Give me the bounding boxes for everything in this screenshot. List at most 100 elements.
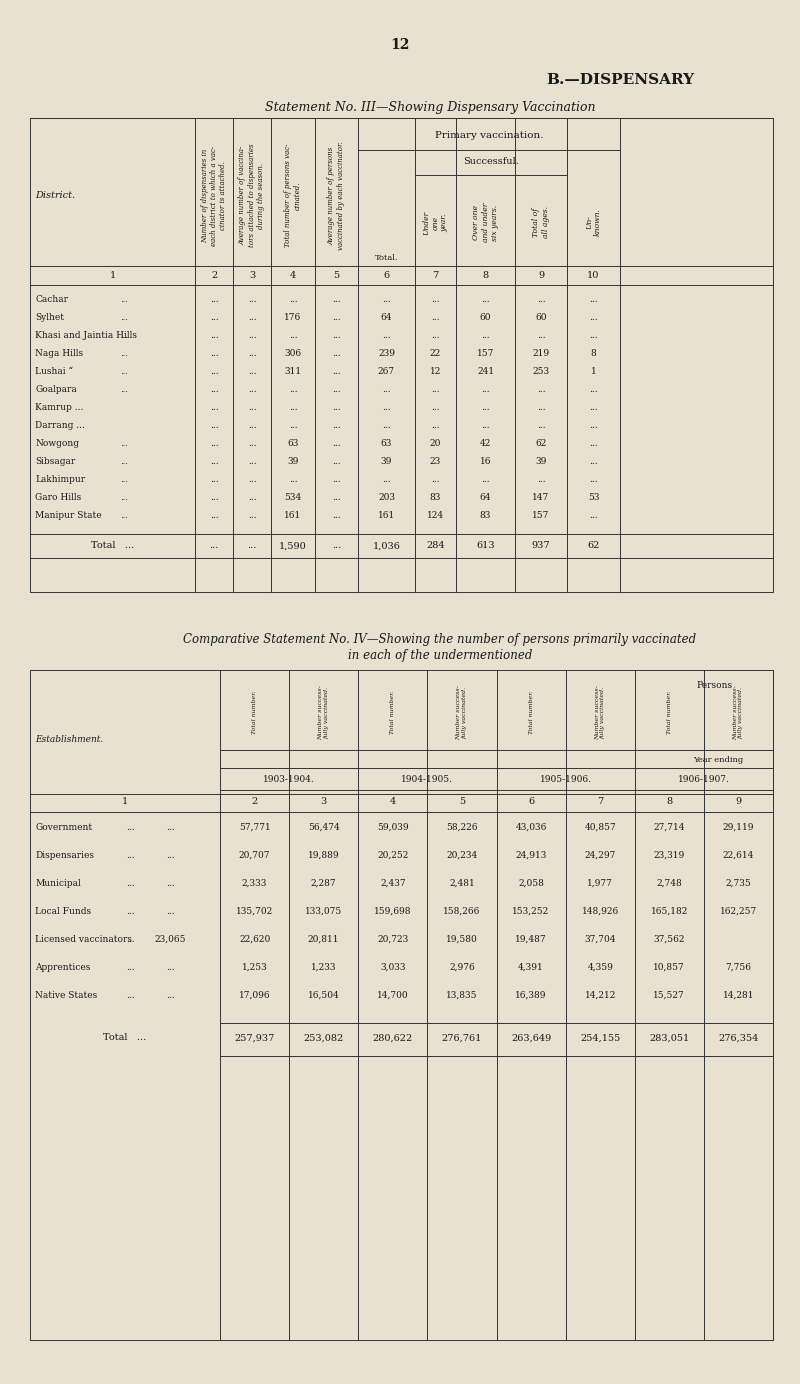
Text: ...: ... <box>537 422 546 430</box>
Text: 64: 64 <box>381 314 392 322</box>
Text: ...: ... <box>210 512 218 520</box>
Text: 64: 64 <box>480 494 491 502</box>
Text: Successful.: Successful. <box>463 158 519 166</box>
Text: ...: ... <box>332 368 341 376</box>
Text: Total number.: Total number. <box>390 691 395 735</box>
Text: 53: 53 <box>588 494 599 502</box>
Text: 23: 23 <box>430 458 441 466</box>
Text: ...: ... <box>537 386 546 394</box>
Text: ...: ... <box>120 512 128 520</box>
Text: ...: ... <box>332 440 341 448</box>
Text: ...: ... <box>210 422 218 430</box>
Text: 39: 39 <box>535 458 546 466</box>
Text: 1,253: 1,253 <box>242 962 267 972</box>
Text: 1: 1 <box>122 797 128 807</box>
Text: 22,620: 22,620 <box>239 934 270 944</box>
Text: Total number of persons vac-
cinated.: Total number of persons vac- cinated. <box>285 144 302 248</box>
Text: ...: ... <box>126 851 134 859</box>
Text: 7: 7 <box>432 270 438 280</box>
Text: Statement No. III—Showing Dispensary Vaccination: Statement No. III—Showing Dispensary Vac… <box>265 101 595 115</box>
Text: 239: 239 <box>378 350 395 358</box>
Text: ...: ... <box>589 422 598 430</box>
Text: 3,033: 3,033 <box>380 962 406 972</box>
Text: 306: 306 <box>285 350 302 358</box>
Text: 19,487: 19,487 <box>515 934 547 944</box>
Text: Government: Government <box>35 822 92 832</box>
Text: 8: 8 <box>590 350 596 358</box>
Text: ...: ... <box>289 386 298 394</box>
Text: 7,756: 7,756 <box>726 962 751 972</box>
Text: 9: 9 <box>735 797 742 807</box>
Text: 3: 3 <box>321 797 327 807</box>
Text: 56,474: 56,474 <box>308 822 339 832</box>
Text: ...: ... <box>431 332 440 340</box>
Text: 253: 253 <box>533 368 550 376</box>
Text: 6: 6 <box>528 797 534 807</box>
Text: ...: ... <box>126 822 134 832</box>
Text: ...: ... <box>210 368 218 376</box>
Text: 7: 7 <box>597 797 603 807</box>
Text: 12: 12 <box>430 368 441 376</box>
Text: ...: ... <box>289 476 298 484</box>
Text: 10,857: 10,857 <box>654 962 685 972</box>
Text: Licensed vaccinators: Licensed vaccinators <box>35 934 132 944</box>
Text: 1,977: 1,977 <box>587 879 613 887</box>
Text: Nowgong: Nowgong <box>35 440 79 448</box>
Text: ...: ... <box>589 296 598 304</box>
Text: Total of
all ages.: Total of all ages. <box>533 206 550 238</box>
Text: ...: ... <box>210 458 218 466</box>
Text: 5: 5 <box>334 270 339 280</box>
Text: 22: 22 <box>430 350 441 358</box>
Text: 20,811: 20,811 <box>308 934 339 944</box>
Text: 613: 613 <box>476 541 495 551</box>
Text: Khasi and Jaintia Hills: Khasi and Jaintia Hills <box>35 332 137 340</box>
Text: 17,096: 17,096 <box>238 991 270 999</box>
Text: 203: 203 <box>378 494 395 502</box>
Text: ...: ... <box>481 404 490 412</box>
Text: ...: ... <box>382 386 391 394</box>
Text: Native States: Native States <box>35 991 98 999</box>
Text: 42: 42 <box>480 440 491 448</box>
Text: 8: 8 <box>482 270 489 280</box>
Text: ...: ... <box>248 422 256 430</box>
Text: Number success-
fully vaccinated.: Number success- fully vaccinated. <box>318 685 329 740</box>
Text: 29,119: 29,119 <box>722 822 754 832</box>
Text: ...: ... <box>166 851 174 859</box>
Text: ...: ... <box>166 879 174 887</box>
Text: 1904-1905.: 1904-1905. <box>402 775 454 785</box>
Text: ...: ... <box>120 332 128 340</box>
Text: ...: ... <box>332 350 341 358</box>
Text: ...: ... <box>210 404 218 412</box>
Text: ...: ... <box>589 440 598 448</box>
Text: 14,700: 14,700 <box>377 991 409 999</box>
Text: 20,707: 20,707 <box>239 851 270 859</box>
Text: ...: ... <box>431 404 440 412</box>
Text: Total.: Total. <box>374 255 398 262</box>
Text: Sylhet: Sylhet <box>35 314 64 322</box>
Text: 16,504: 16,504 <box>308 991 339 999</box>
Text: ...: ... <box>210 476 218 484</box>
Text: ...: ... <box>289 422 298 430</box>
Text: 2,481: 2,481 <box>449 879 475 887</box>
Text: 20: 20 <box>430 440 441 448</box>
Text: ...: ... <box>289 404 298 412</box>
Text: ...: ... <box>332 458 341 466</box>
Text: 1,590: 1,590 <box>279 541 307 551</box>
Text: 263,649: 263,649 <box>511 1034 551 1042</box>
Text: 63: 63 <box>381 440 392 448</box>
Text: 4,391: 4,391 <box>518 962 544 972</box>
Text: ...: ... <box>589 386 598 394</box>
Text: ...: ... <box>332 296 341 304</box>
Text: 60: 60 <box>480 314 491 322</box>
Text: 1905-1906.: 1905-1906. <box>540 775 592 785</box>
Text: District.: District. <box>35 191 75 199</box>
Text: ...: ... <box>537 476 546 484</box>
Text: ...: ... <box>289 332 298 340</box>
Text: ...: ... <box>481 386 490 394</box>
Text: 241: 241 <box>477 368 494 376</box>
Text: 57,771: 57,771 <box>238 822 270 832</box>
Text: ...: ... <box>332 541 341 551</box>
Text: 157: 157 <box>532 512 550 520</box>
Text: 1903-1904.: 1903-1904. <box>263 775 315 785</box>
Text: ...: ... <box>120 440 128 448</box>
